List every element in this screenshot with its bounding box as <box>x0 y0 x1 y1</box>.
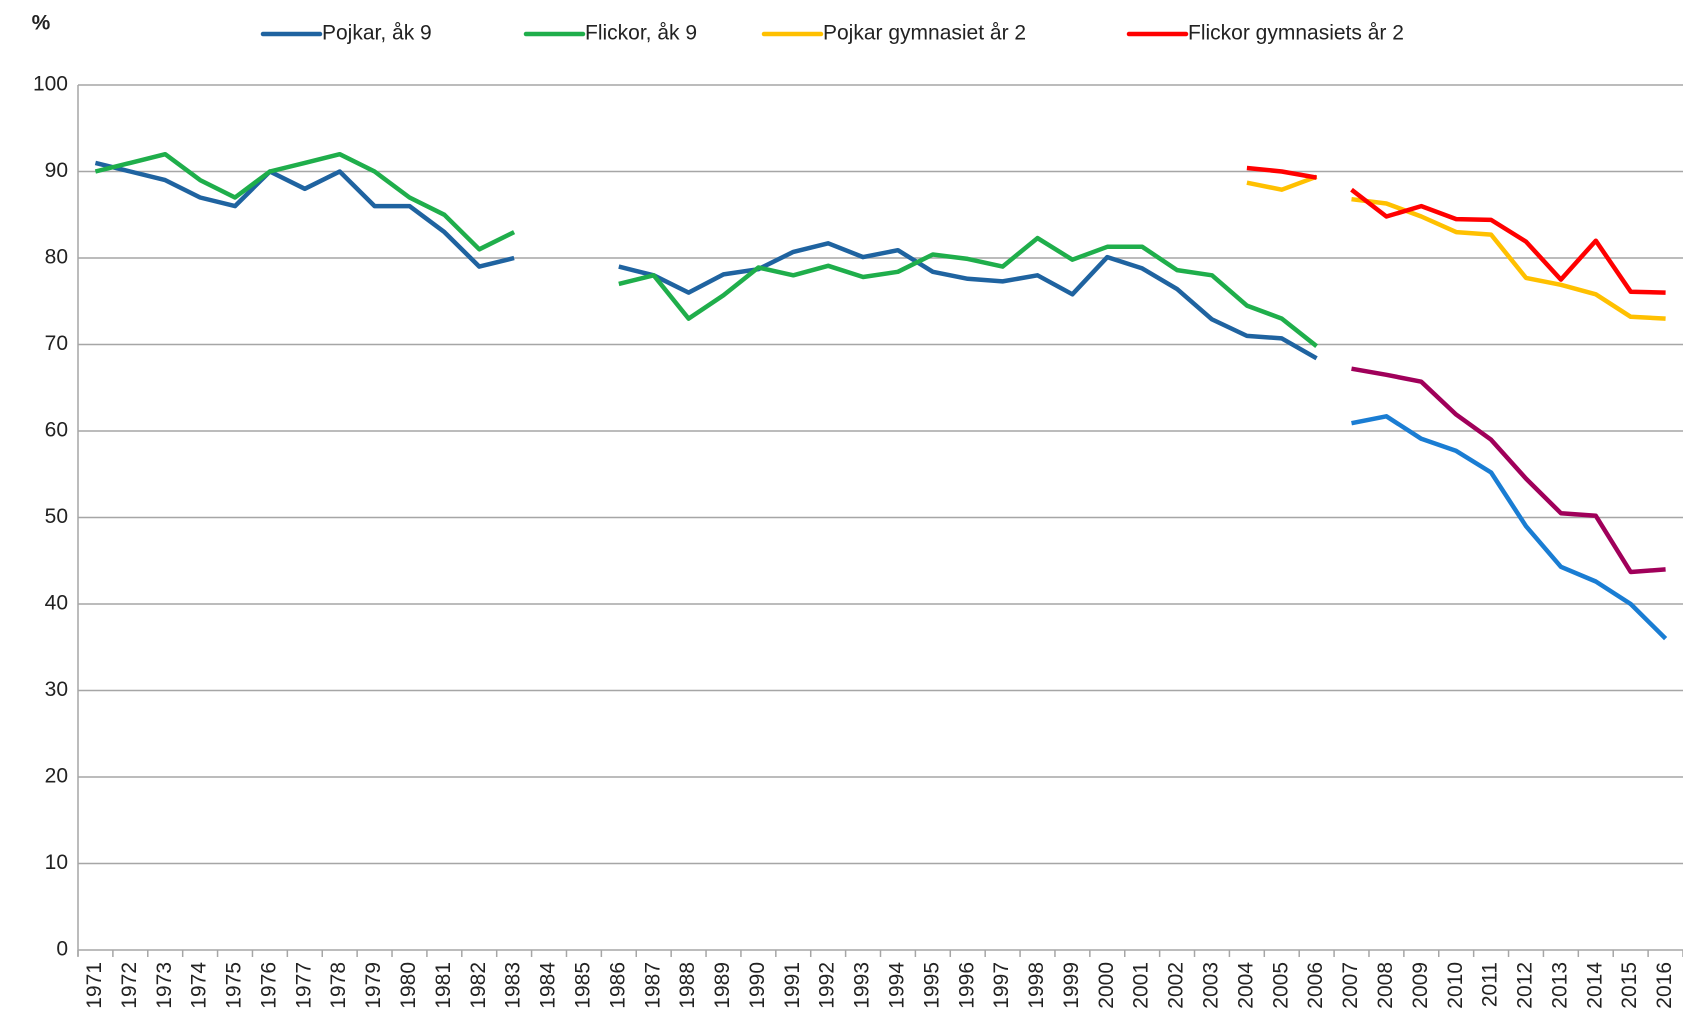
x-tick-label: 2006 <box>1304 962 1327 1009</box>
x-tick-label: 1993 <box>851 962 874 1009</box>
x-tick-label: 1971 <box>83 962 106 1009</box>
x-tick-label: 1997 <box>990 962 1013 1009</box>
x-tick-label: 1995 <box>920 962 943 1009</box>
x-tick-label: 1979 <box>362 962 385 1009</box>
x-tick-label: 2016 <box>1653 962 1676 1009</box>
x-tick-label: 1983 <box>502 962 525 1009</box>
x-tick-label: 1984 <box>537 962 560 1009</box>
x-tick-label: 1978 <box>327 962 350 1009</box>
x-tick-label: 1972 <box>118 962 141 1009</box>
x-tick-label: 1992 <box>816 962 839 1009</box>
x-tick-label: 2003 <box>1200 962 1223 1009</box>
y-tick-label: 0 <box>56 938 68 961</box>
x-tick-label: 2010 <box>1444 962 1467 1009</box>
legend-label: Flickor gymnasiets år 2 <box>1188 22 1404 45</box>
y-tick-label: 10 <box>45 851 68 874</box>
y-tick-label: 30 <box>45 678 68 701</box>
series-line <box>1351 366 1666 575</box>
x-tick-label: 2004 <box>1234 962 1257 1009</box>
x-tick-label: 2000 <box>1095 962 1118 1009</box>
x-tick-label: 1999 <box>1060 962 1083 1009</box>
x-tick-label: 1987 <box>641 962 664 1009</box>
x-tick-label: 2012 <box>1514 962 1537 1009</box>
series-line <box>1246 165 1317 180</box>
y-tick-label: 80 <box>45 246 68 269</box>
x-tick-label: 1988 <box>676 962 699 1009</box>
series-line <box>1350 187 1666 295</box>
x-tick-label: 2011 <box>1479 962 1502 1007</box>
x-tick-label: 1976 <box>257 962 280 1009</box>
series-line <box>94 151 1318 348</box>
y-tick-label: 70 <box>45 332 68 355</box>
series-line <box>94 160 1318 361</box>
x-tick-label: 1975 <box>223 962 246 1009</box>
series-line <box>1351 196 1666 321</box>
x-tick-label: 1974 <box>188 962 211 1009</box>
legend-label: Pojkar gymnasiet år 2 <box>823 22 1026 45</box>
x-tick-label: 1989 <box>711 962 734 1009</box>
legend-label: Pojkar, åk 9 <box>322 22 432 45</box>
x-tick-label: 1986 <box>606 962 629 1009</box>
x-tick-label: 1977 <box>292 962 315 1009</box>
x-tick-label: 2001 <box>1130 962 1153 1009</box>
x-tick-label: 2014 <box>1583 962 1606 1009</box>
y-tick-label: 50 <box>45 505 68 528</box>
x-tick-label: 1994 <box>885 962 908 1009</box>
x-tick-label: 2013 <box>1548 962 1571 1009</box>
x-tick-label: 2015 <box>1618 962 1641 1009</box>
y-axis-label: % <box>32 12 51 35</box>
x-tick-label: 1982 <box>467 962 490 1009</box>
x-tick-label: 1991 <box>781 962 804 1009</box>
x-tick-label: 2009 <box>1409 962 1432 1009</box>
x-tick-label: 2002 <box>1165 962 1188 1009</box>
x-tick-label: 1973 <box>153 962 176 1009</box>
x-tick-label: 2008 <box>1374 962 1397 1009</box>
series-line <box>1246 174 1318 192</box>
y-tick-label: 90 <box>45 159 68 182</box>
x-tick-label: 2005 <box>1269 962 1292 1009</box>
x-tick-label: 1980 <box>397 962 420 1009</box>
x-tick-label: 1998 <box>1025 962 1048 1009</box>
y-tick-label: 40 <box>45 592 68 615</box>
y-tick-label: 20 <box>45 765 68 788</box>
x-tick-label: 2007 <box>1339 962 1362 1009</box>
legend-label: Flickor, åk 9 <box>585 22 697 45</box>
x-tick-label: 1985 <box>571 962 594 1009</box>
x-tick-label: 1996 <box>955 962 978 1009</box>
x-tick-label: 1990 <box>746 962 769 1009</box>
y-tick-label: 60 <box>45 419 68 442</box>
x-tick-label: 1981 <box>432 962 455 1009</box>
series-line <box>1351 414 1668 641</box>
y-tick-label: 100 <box>33 73 68 96</box>
